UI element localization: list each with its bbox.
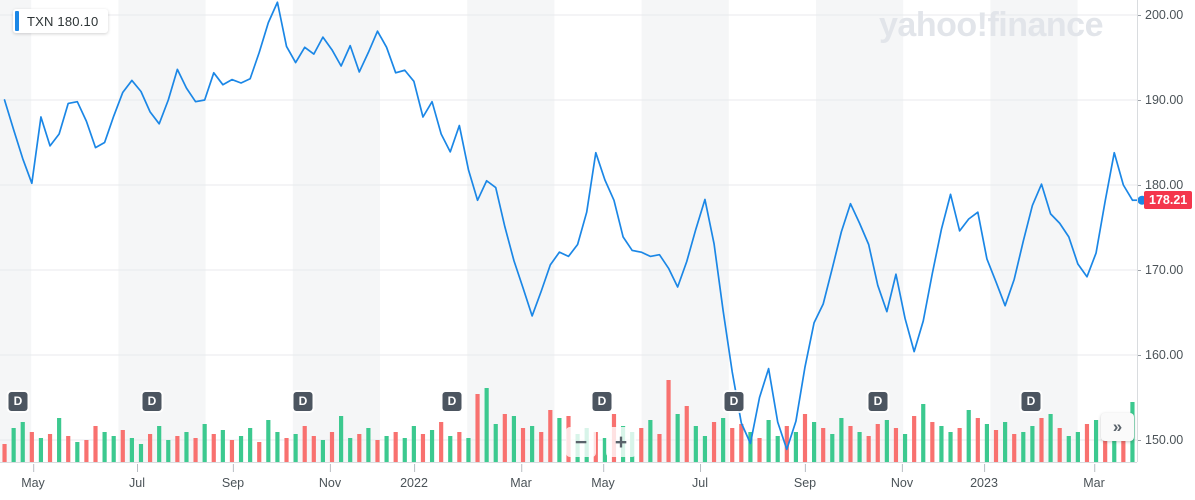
x-tick-label: Nov xyxy=(890,476,914,490)
x-axis[interactable]: May Jul Sep Nov 2022 Mar May Jul Sep Nov 2023 Mar xyxy=(0,462,1137,500)
y-tick-dash xyxy=(1137,355,1141,357)
y-tick-label: 170.00 xyxy=(1145,263,1184,277)
legend-color-swatch xyxy=(15,11,19,31)
x-axis-tick-11: Mar xyxy=(1083,464,1105,490)
x-axis-tick-3: Nov xyxy=(318,464,342,490)
dividend-marker-4[interactable]: D xyxy=(592,392,612,411)
scroll-forward-button[interactable]: » xyxy=(1101,413,1134,441)
y-axis-tick-5: 150.00 xyxy=(1137,433,1183,447)
y-tick-label: 160.00 xyxy=(1145,348,1184,362)
dividend-marker-1[interactable]: D xyxy=(142,392,162,411)
x-tick-stem xyxy=(805,464,806,472)
y-axis-tick-2: 180.00 xyxy=(1137,178,1183,192)
x-tick-label: May xyxy=(591,476,615,490)
x-axis-tick-5: Mar xyxy=(510,464,532,490)
current-price-badge: 178.21 xyxy=(1144,191,1193,210)
x-tick-stem xyxy=(603,464,604,472)
x-axis-baseline xyxy=(0,462,1137,463)
x-tick-label: Nov xyxy=(318,476,342,490)
y-axis-tick-0: 200.00 xyxy=(1137,8,1183,22)
y-axis-tick-1: 190.00 xyxy=(1137,93,1183,107)
y-axis-tick-4: 160.00 xyxy=(1137,348,1183,362)
x-tick-stem xyxy=(1094,464,1095,472)
x-axis-tick-9: Nov xyxy=(890,464,914,490)
x-axis-tick-2: Sep xyxy=(221,464,245,490)
x-tick-stem xyxy=(521,464,522,472)
alternating-background-bands xyxy=(0,0,1078,462)
x-tick-stem xyxy=(414,464,415,472)
y-axis[interactable]: 178.21 200.00 190.00 180.00 170.00 160.00 150… xyxy=(1137,0,1195,500)
x-tick-stem xyxy=(329,464,331,472)
yahoo-finance-watermark: yahoo!finance xyxy=(879,6,1103,44)
x-tick-stem xyxy=(699,464,701,472)
y-tick-dash xyxy=(1137,15,1141,17)
y-tick-label: 180.00 xyxy=(1145,178,1184,192)
x-tick-stem xyxy=(901,464,903,472)
y-tick-dash xyxy=(1137,185,1141,187)
x-tick-stem xyxy=(233,464,234,472)
x-tick-label: Sep xyxy=(793,476,817,490)
legend-symbol-label: TXN 180.10 xyxy=(27,13,99,29)
x-axis-tick-4: 2022 xyxy=(400,464,428,490)
zoom-out-button[interactable]: − xyxy=(566,427,596,457)
x-axis-tick-0: May xyxy=(21,464,45,490)
y-axis-tick-3: 170.00 xyxy=(1137,263,1183,277)
price-line xyxy=(3,1,1134,451)
y-axis-separator xyxy=(1137,0,1138,462)
x-tick-stem xyxy=(984,464,985,472)
dividend-marker-0[interactable]: D xyxy=(8,392,28,411)
dividend-marker-5[interactable]: D xyxy=(724,392,744,411)
x-axis-tick-6: May xyxy=(591,464,615,490)
x-axis-tick-1: Jul xyxy=(129,464,145,490)
dividend-marker-3[interactable]: D xyxy=(442,392,462,411)
x-tick-label: 2023 xyxy=(970,476,998,490)
x-tick-label: Mar xyxy=(1083,476,1105,490)
x-tick-stem xyxy=(136,464,138,472)
y-tick-dash xyxy=(1137,440,1141,442)
y-tick-label: 190.00 xyxy=(1145,93,1184,107)
zoom-controls: − + xyxy=(566,427,636,457)
x-tick-label: Jul xyxy=(692,476,708,490)
zoom-in-button[interactable]: + xyxy=(606,427,636,457)
x-tick-label: May xyxy=(21,476,45,490)
y-tick-dash xyxy=(1137,100,1141,102)
x-tick-label: Sep xyxy=(221,476,245,490)
horizontal-gridlines xyxy=(0,14,1137,441)
y-tick-label: 200.00 xyxy=(1145,8,1184,22)
dividend-marker-7[interactable]: D xyxy=(1021,392,1041,411)
x-tick-label: Jul xyxy=(129,476,145,490)
x-axis-tick-8: Sep xyxy=(793,464,817,490)
x-tick-label: 2022 xyxy=(400,476,428,490)
x-axis-tick-7: Jul xyxy=(692,464,708,490)
x-axis-tick-10: 2023 xyxy=(970,464,998,490)
y-tick-dash xyxy=(1137,270,1141,272)
x-tick-stem xyxy=(33,464,34,472)
dividend-marker-2[interactable]: D xyxy=(293,392,313,411)
y-tick-label: 150.00 xyxy=(1145,433,1184,447)
chart-legend[interactable]: TXN 180.10 xyxy=(13,9,109,33)
dividend-marker-6[interactable]: D xyxy=(868,392,888,411)
x-tick-label: Mar xyxy=(510,476,532,490)
